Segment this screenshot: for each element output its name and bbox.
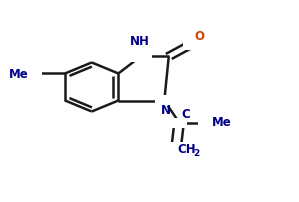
Bar [172,118,187,128]
Text: Me: Me [9,68,29,81]
Text: N: N [161,103,171,116]
Text: O: O [195,30,205,43]
Text: CH: CH [178,143,196,156]
Bar [198,117,220,128]
Text: C: C [181,107,190,120]
Bar [183,40,199,51]
Text: 2: 2 [193,149,200,158]
Text: Me: Me [212,116,232,128]
Text: NH: NH [130,35,150,48]
Bar [129,52,152,63]
Bar [165,142,187,153]
Bar [20,69,42,80]
Bar [155,96,173,106]
